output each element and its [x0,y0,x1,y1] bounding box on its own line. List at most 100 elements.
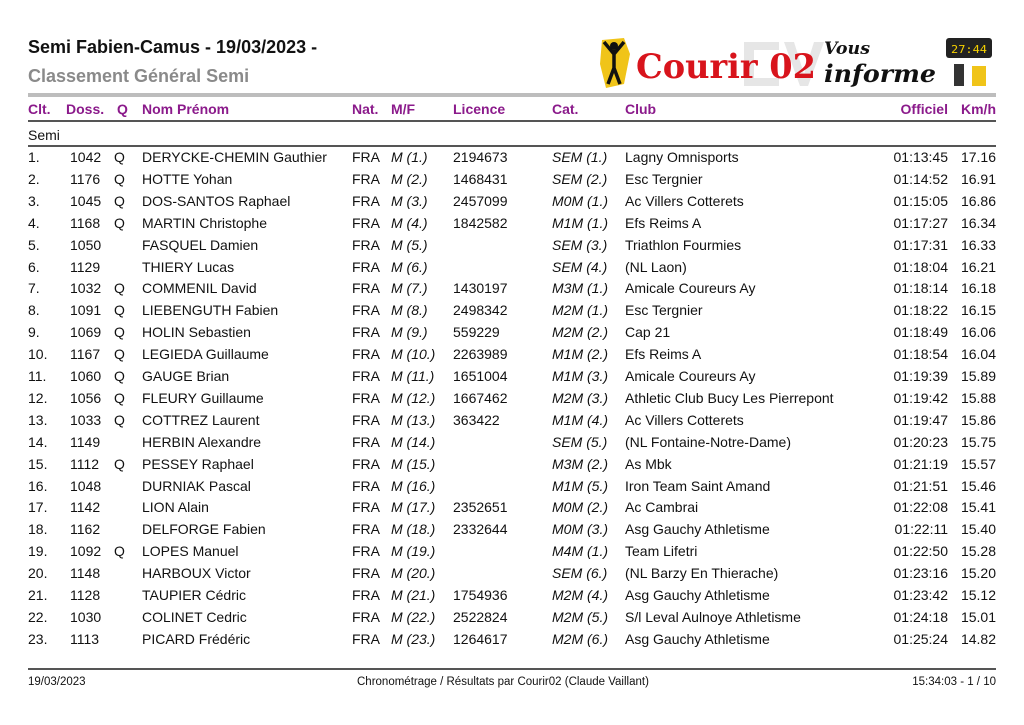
cell-bib: 1162 [70,521,101,538]
cell-official-time: 01:21:19 [893,455,949,472]
cell-club: Efs Reims A [625,346,702,363]
cell-speed: 16.33 [960,236,996,253]
section-underline [28,145,996,147]
cell-official-time: 01:22:50 [893,543,949,560]
cell-nationality: FRA [352,521,380,538]
cell-rank: 22. [28,608,48,625]
cell-gender-rank: M (19.) [391,543,436,560]
cell-licence: 559229 [453,324,500,341]
cell-licence: 1264617 [453,630,508,647]
cell-qualified: Q [114,302,125,319]
cell-category: M1M (5.) [552,477,608,494]
cell-speed: 16.91 [960,170,996,187]
cell-nationality: FRA [352,389,380,406]
column-header-speed: Km/h [961,101,996,117]
cell-name: MARTIN Christophe [142,214,268,231]
cell-licence: 2498342 [453,302,508,319]
cell-club: As Mbk [625,455,672,472]
cell-speed: 15.01 [960,608,996,625]
cell-name: DERYCKE-CHEMIN Gauthier [142,149,327,165]
cell-gender-rank: M (9.) [391,324,428,341]
cell-nationality: FRA [352,499,380,516]
cell-qualified: Q [114,214,125,231]
section-label: Semi [28,127,60,143]
table-row: 13. 1033 Q COTTREZ Laurent FRA M (13.) 363422 M… [0,412,1024,434]
cell-qualified: Q [114,389,125,406]
cell-club: Esc Tergnier [625,170,703,187]
cell-official-time: 01:18:49 [893,324,949,341]
cell-nationality: FRA [352,346,380,363]
table-row: 20. 1148 HARBOUX Victor FRA M (20.) SEM (6.) (… [0,565,1024,587]
cell-official-time: 01:14:52 [893,170,949,187]
table-row: 9. 1069 Q HOLIN Sebastien FRA M (9.) 559229 M2M… [0,324,1024,346]
cell-gender-rank: M (13.) [391,411,436,428]
cell-nationality: FRA [352,214,380,231]
cell-qualified: Q [114,324,125,341]
cell-club: Asg Gauchy Athletisme [625,630,770,647]
column-header-official-time: Officiel [900,101,948,117]
cell-rank: 15. [28,455,48,472]
column-header-club: Club [625,101,657,117]
cell-official-time: 01:19:39 [893,368,949,384]
cell-gender-rank: M (14.) [391,433,436,450]
cell-name: THIERY Lucas [142,258,235,275]
cell-nationality: FRA [352,477,380,494]
cell-club: Cap 21 [625,324,671,341]
cell-official-time: 01:13:45 [893,149,949,165]
table-row: 10. 1167 Q LEGIEDA Guillaume FRA M (10.) 22639… [0,346,1024,368]
cell-speed: 16.04 [960,346,996,363]
cell-qualified: Q [114,411,125,428]
cell-rank: 17. [28,499,48,516]
cell-rank: 11. [28,368,47,384]
timer-icon: 27:44 [946,38,992,86]
cell-bib: 1032 [70,280,102,297]
cell-category: SEM (4.) [552,258,608,275]
cell-speed: 15.12 [960,587,996,603]
cell-speed: 15.75 [960,433,996,450]
cell-speed: 15.41 [960,499,996,516]
cell-bib: 1176 [70,170,101,187]
footer-divider [28,668,996,670]
cell-club: Ac Cambrai [625,499,699,516]
cell-club: Iron Team Saint Amand [625,477,771,494]
cell-club: Ac Villers Cotterets [625,192,744,209]
cell-bib: 1056 [70,389,102,406]
cell-gender-rank: M (1.) [391,149,428,165]
cell-official-time: 01:20:23 [893,433,949,450]
cell-gender-rank: M (17.) [391,499,436,516]
cell-bib: 1050 [70,236,102,253]
cell-speed: 14.82 [960,630,996,647]
table-row: 2. 1176 Q HOTTE Yohan FRA M (2.) 1468431 SEM (2… [0,171,1024,193]
cell-name: DELFORGE Fabien [142,521,266,538]
cell-category: M1M (1.) [552,214,608,231]
cell-name: LIEBENGUTH Fabien [142,302,279,319]
cell-licence: 1468431 [453,170,508,187]
cell-official-time: 01:18:22 [893,302,949,319]
cell-rank: 7. [28,280,40,297]
cell-gender-rank: M (10.) [391,346,436,363]
cell-nationality: FRA [352,236,380,253]
cell-gender-rank: M (8.) [391,302,428,319]
cell-name: FASQUEL Damien [142,236,259,253]
cell-gender-rank: M (2.) [391,170,428,187]
cell-category: M0M (1.) [552,192,608,209]
cell-official-time: 01:22:08 [893,499,949,516]
cell-speed: 16.15 [960,302,996,319]
cell-name: PESSEY Raphael [142,455,254,472]
cell-category: M2M (2.) [552,324,608,341]
cell-licence: 2263989 [453,346,508,363]
cell-name: COMMENIL David [142,280,257,297]
table-row: 17. 1142 LION Alain FRA M (17.) 2352651 M0M (2… [0,499,1024,521]
cell-official-time: 01:22:11 [894,521,948,538]
cell-category: M2M (3.) [552,389,608,406]
cell-rank: 16. [28,477,48,494]
table-row: 4. 1168 Q MARTIN Christophe FRA M (4.) 1842582… [0,215,1024,237]
cell-bib: 1048 [70,477,102,494]
cell-category: M3M (2.) [552,455,608,472]
cell-category: M1M (2.) [552,346,608,363]
cell-rank: 21. [28,587,48,603]
cell-bib: 1113 [70,630,100,647]
cell-name: LEGIEDA Guillaume [142,346,269,363]
cell-speed: 15.86 [960,411,996,428]
column-header-name: Nom Prénom [142,101,230,117]
